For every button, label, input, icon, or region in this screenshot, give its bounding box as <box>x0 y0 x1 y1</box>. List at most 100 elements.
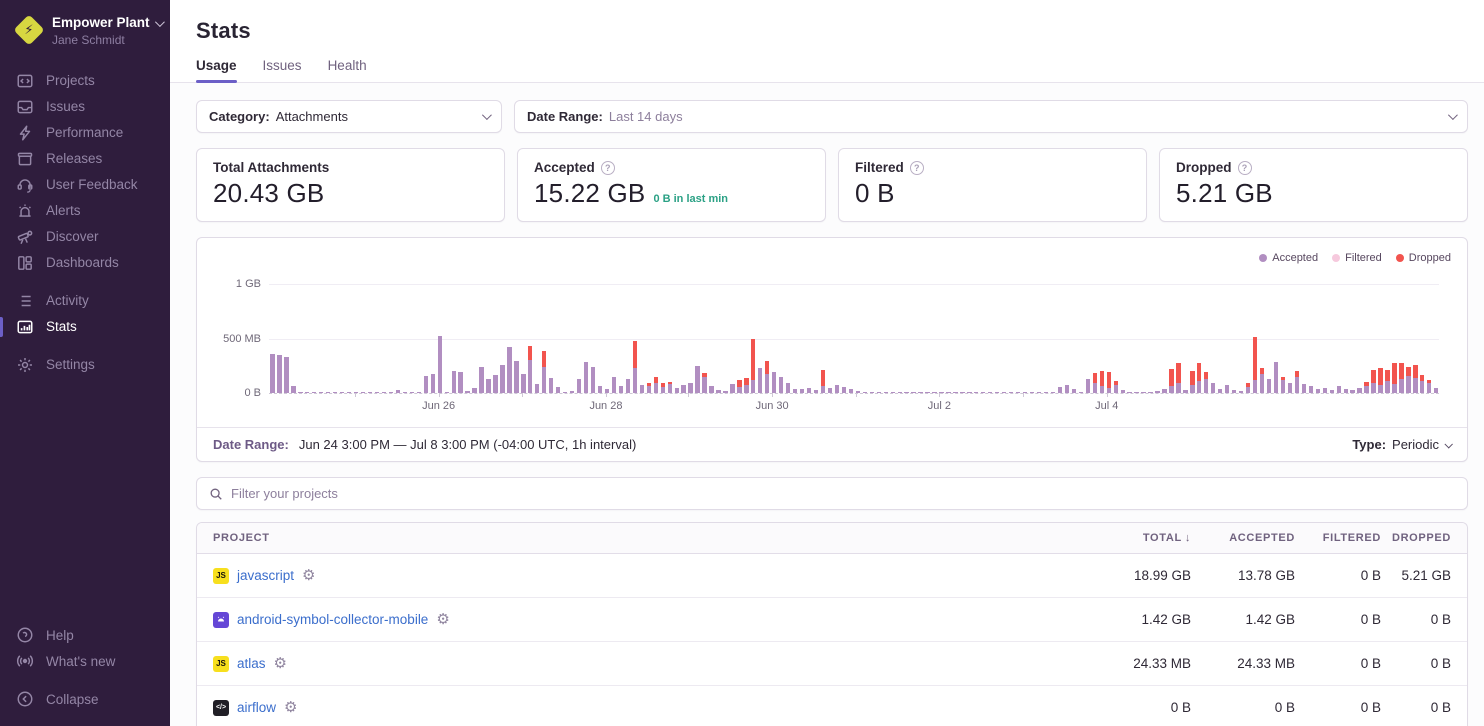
issues-icon <box>17 100 33 113</box>
cell-accepted: 13.78 GB <box>1237 568 1295 583</box>
help-tooltip-icon[interactable]: ? <box>1237 160 1252 175</box>
sidebar-item-label: Issues <box>46 99 86 115</box>
project-settings-gear-icon[interactable]: ⚙ <box>436 611 450 628</box>
sidebar-item-label: Performance <box>46 125 124 141</box>
sidebar-item-performance[interactable]: Performance <box>0 120 170 146</box>
sidebar-item-stats[interactable]: Stats <box>0 314 170 340</box>
tab-issues[interactable]: Issues <box>262 58 302 73</box>
cell-accepted: 24.33 MB <box>1237 656 1295 671</box>
project-settings-gear-icon[interactable]: ⚙ <box>302 567 316 584</box>
y-axis-label: 500 MB <box>223 332 261 345</box>
help-tooltip-icon[interactable]: ? <box>600 160 615 175</box>
card-label: Filtered <box>855 160 904 175</box>
card-value: 20.43 GB <box>213 178 325 208</box>
project-filter-input[interactable] <box>231 486 1455 501</box>
card-value: 0 B <box>855 178 895 208</box>
main-content: Stats Usage Issues Health Category: Atta… <box>170 0 1484 726</box>
card-dropped: Dropped? 5.21 GB <box>1159 148 1468 222</box>
sidebar-item-activity[interactable]: Activity <box>0 288 170 314</box>
sidebar-item-help[interactable]: Help <box>0 622 170 648</box>
cell-accepted: 1.42 GB <box>1245 612 1295 627</box>
date-range-label: Date Range: <box>527 109 603 124</box>
cell-filtered: 0 B <box>1360 568 1381 583</box>
alerts-icon <box>19 204 31 217</box>
card-label: Total Attachments <box>213 160 330 175</box>
javascript-platform-icon: JS <box>213 655 229 672</box>
cell-total: 1.42 GB <box>1141 612 1191 627</box>
legend-accepted[interactable]: Accepted <box>1259 252 1318 264</box>
cell-filtered: 0 B <box>1360 700 1381 715</box>
sidebar-collapse-button[interactable]: Collapse <box>0 686 170 712</box>
date-range-value: Last 14 days <box>608 109 683 124</box>
org-switcher[interactable]: ⚡ Empower Plant Jane Schmidt <box>0 13 170 62</box>
cell-total: 24.33 MB <box>1133 656 1191 671</box>
discover-icon <box>17 230 33 244</box>
sidebar-item-releases[interactable]: Releases <box>0 146 170 172</box>
table-row: JS javascript ⚙ 18.99 GB 13.78 GB 0 B 5.… <box>197 554 1467 598</box>
usage-bar-chart[interactable]: 1 GB 500 MB 0 B Jun 26 Jun 28 Jun 30 Jul 2 Jul … <box>223 278 1439 412</box>
category-select[interactable]: Category: Attachments <box>196 100 502 133</box>
sidebar: ⚡ Empower Plant Jane Schmidt Projects Is… <box>0 0 170 726</box>
user-feedback-icon <box>17 178 33 193</box>
sidebar-item-user-feedback[interactable]: User Feedback <box>0 172 170 198</box>
sidebar-item-projects[interactable]: Projects <box>0 68 170 94</box>
chart-type-select[interactable]: Type: Periodic <box>1352 437 1453 452</box>
project-settings-gear-icon[interactable]: ⚙ <box>273 655 287 672</box>
table-row: </> airflow ⚙ 0 B 0 B 0 B 0 B <box>197 686 1467 726</box>
column-total[interactable]: TOTAL ↓ <box>1142 532 1191 544</box>
card-filtered: Filtered? 0 B <box>838 148 1147 222</box>
sidebar-item-alerts[interactable]: Alerts <box>0 198 170 224</box>
chart-legend: Accepted Filtered Dropped <box>1259 252 1451 264</box>
project-link[interactable]: atlas <box>237 656 266 671</box>
sort-desc-icon: ↓ <box>1184 532 1191 544</box>
table-row: android-symbol-collector-mobile ⚙ 1.42 G… <box>197 598 1467 642</box>
page-title: Stats <box>196 18 251 43</box>
project-settings-gear-icon[interactable]: ⚙ <box>284 699 298 716</box>
help-tooltip-icon[interactable]: ? <box>909 160 924 175</box>
project-link[interactable]: android-symbol-collector-mobile <box>237 612 429 627</box>
tab-health[interactable]: Health <box>327 58 367 73</box>
collapse-icon <box>17 691 33 707</box>
project-link[interactable]: javascript <box>237 568 295 583</box>
card-label: Accepted <box>534 160 595 175</box>
cell-filtered: 0 B <box>1360 656 1381 671</box>
chevron-down-icon <box>481 110 492 121</box>
card-value: 15.22 GB <box>534 178 646 208</box>
sidebar-item-dashboards[interactable]: Dashboards <box>0 250 170 276</box>
sidebar-item-whats-new[interactable]: What's new <box>0 648 170 674</box>
tab-bar: Usage Issues Health <box>196 58 1484 83</box>
legend-dot-filtered <box>1332 254 1341 262</box>
column-accepted[interactable]: ACCEPTED <box>1229 532 1295 544</box>
project-link[interactable]: airflow <box>237 700 277 715</box>
date-range-select[interactable]: Date Range: Last 14 days <box>514 100 1468 133</box>
sidebar-item-label: Collapse <box>46 691 99 707</box>
sentry-logo-icon: ⚡ <box>13 14 45 46</box>
column-filtered[interactable]: FILTERED <box>1322 532 1381 544</box>
sidebar-item-label: Projects <box>46 73 95 89</box>
column-dropped[interactable]: DROPPED <box>1391 532 1451 544</box>
project-filter <box>196 477 1468 510</box>
cell-filtered: 0 B <box>1360 612 1381 627</box>
chart-date-range-label: Date Range: <box>213 437 289 452</box>
sidebar-item-settings[interactable]: Settings <box>0 352 170 378</box>
cell-accepted: 0 B <box>1274 700 1295 715</box>
x-axis-label: Jun 26 <box>422 400 456 412</box>
legend-filtered[interactable]: Filtered <box>1332 252 1382 264</box>
sidebar-item-label: User Feedback <box>46 177 138 193</box>
x-axis-label: Jul 2 <box>927 400 952 412</box>
table-row: JS atlas ⚙ 24.33 MB 24.33 MB 0 B 0 B <box>197 642 1467 686</box>
card-accepted: Accepted? 15.22 GB 0 B in last min <box>517 148 826 222</box>
cell-total: 0 B <box>1170 700 1191 715</box>
legend-dropped[interactable]: Dropped <box>1395 252 1451 264</box>
releases-icon <box>17 152 33 165</box>
tab-usage[interactable]: Usage <box>196 58 237 83</box>
stats-icon <box>17 320 33 333</box>
sidebar-item-issues[interactable]: Issues <box>0 94 170 120</box>
sidebar-item-discover[interactable]: Discover <box>0 224 170 250</box>
chevron-down-icon <box>1444 439 1453 449</box>
legend-dot-dropped <box>1395 254 1404 262</box>
cell-dropped: 0 B <box>1430 612 1451 627</box>
chevron-down-icon <box>1447 110 1458 121</box>
sidebar-item-label: Dashboards <box>46 255 119 271</box>
usage-chart-card: Accepted Filtered Dropped 1 GB 500 MB 0 B J… <box>196 237 1468 462</box>
